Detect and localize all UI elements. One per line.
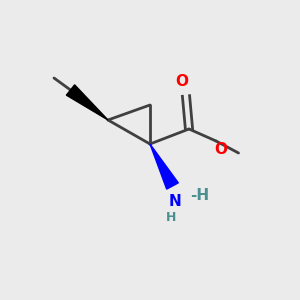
Polygon shape [66,85,108,120]
Text: -H: -H [190,188,210,202]
Text: H: H [166,211,176,224]
Polygon shape [150,144,178,189]
Text: O: O [175,74,188,88]
Text: N: N [169,194,182,208]
Text: O: O [214,142,227,158]
